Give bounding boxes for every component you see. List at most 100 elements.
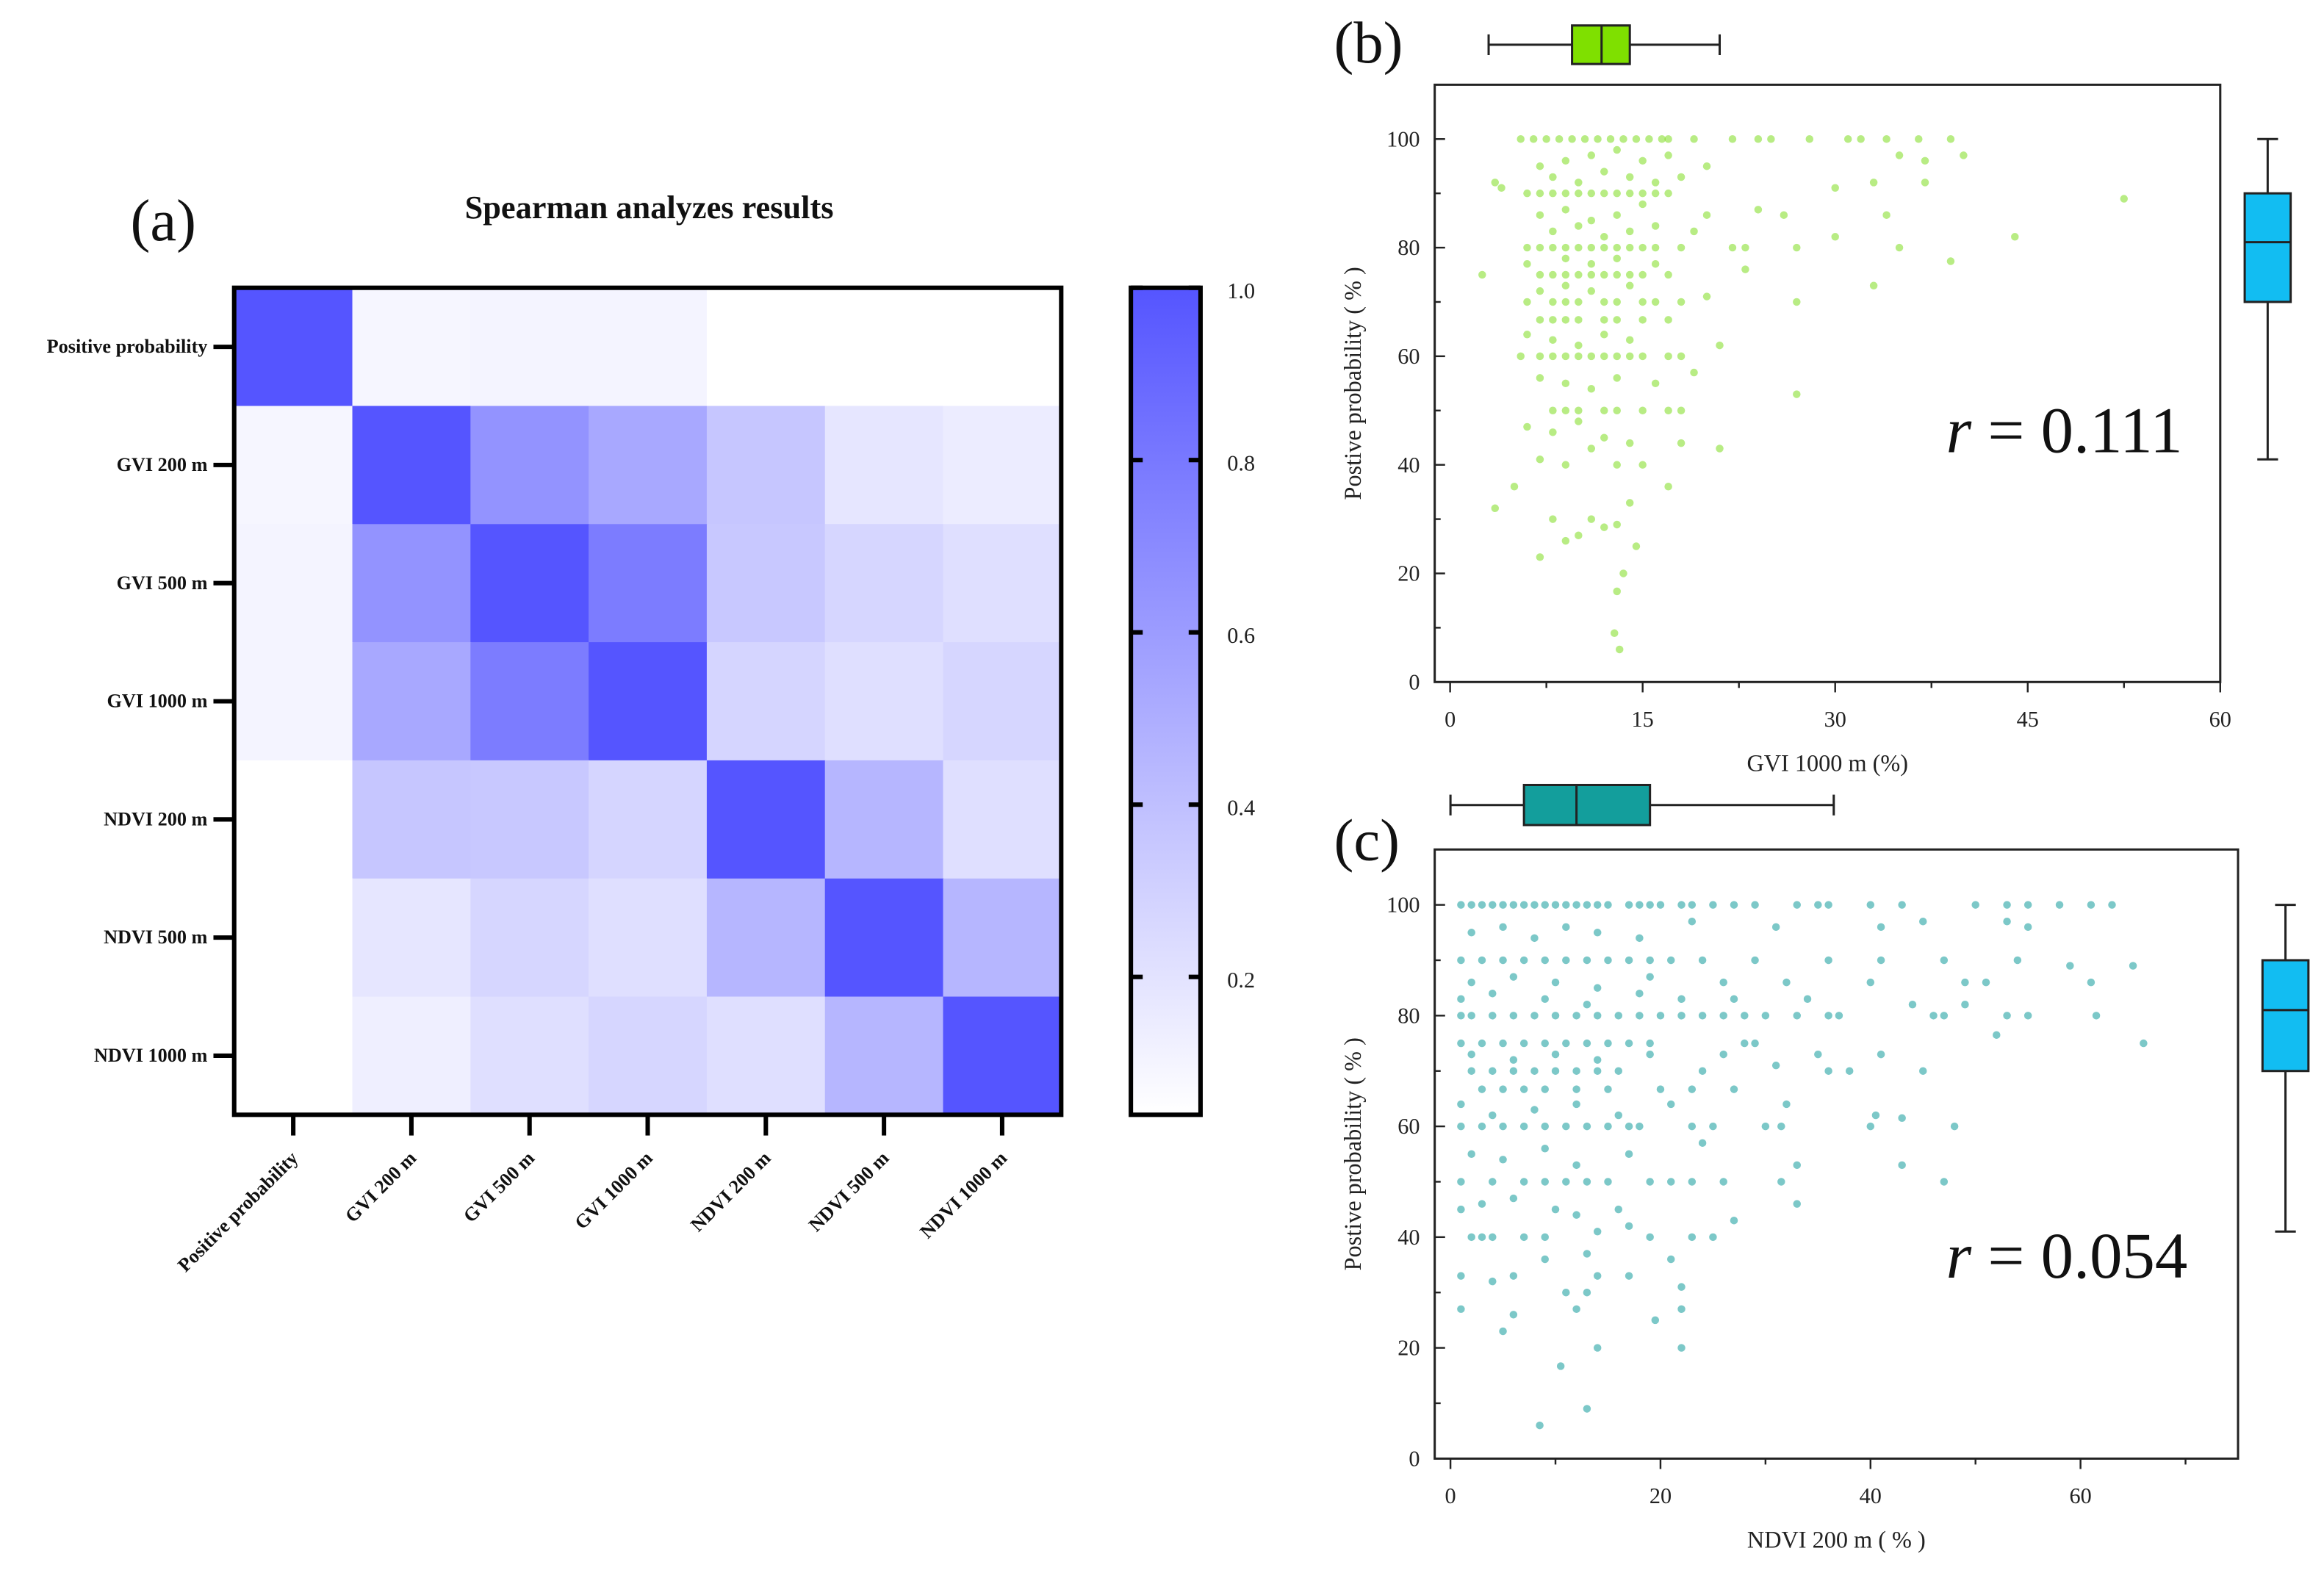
scatter-point <box>1940 1012 1949 1020</box>
scatter-point <box>1541 995 1549 1003</box>
scatter-point <box>1918 1067 1927 1075</box>
scatter-point <box>1709 1122 1717 1131</box>
plot-frame <box>1433 848 2240 1460</box>
scatter-point <box>1613 243 1621 252</box>
scatter-point <box>1664 352 1672 361</box>
scatter-point <box>2003 1012 2011 1020</box>
scatter-point <box>1583 956 1591 965</box>
scatter-point <box>1606 135 1615 143</box>
heatmap-cell <box>470 760 590 879</box>
scatter-point <box>1523 422 1531 431</box>
scatter-point <box>1940 1178 1949 1186</box>
scatter-point <box>1499 1327 1507 1336</box>
heatmap-col-label: NDVI 1000 m <box>916 1147 1012 1242</box>
heatmap-cell <box>706 287 826 407</box>
scatter-point <box>1664 151 1672 159</box>
scatter-point <box>1646 973 1654 981</box>
scatter-point <box>1587 270 1596 279</box>
scatter-point <box>1575 222 1583 230</box>
x-boxplot <box>1449 783 1835 827</box>
scatter-point <box>1908 1001 1917 1009</box>
scatter-point <box>2011 233 2019 241</box>
scatter-point <box>1882 135 1891 143</box>
scatter-point <box>1593 984 1602 992</box>
scatter-point <box>1489 901 1497 909</box>
scatter-point <box>1593 1228 1602 1236</box>
scatter-point <box>1719 1012 1727 1020</box>
scatter-point <box>1583 1039 1591 1048</box>
heatmap-cell <box>234 996 353 1116</box>
heatmap-cell <box>943 287 1062 407</box>
scatter-point <box>1561 206 1570 214</box>
plot-frame <box>1433 83 2222 683</box>
x-tick-label: 60 <box>2209 707 2231 732</box>
scatter-point <box>1561 243 1570 252</box>
heatmap-cell <box>234 406 353 525</box>
scatter-point <box>1761 1012 1770 1020</box>
heatmap-cell <box>943 760 1062 879</box>
scatter-point <box>1600 406 1608 415</box>
scatter-point <box>1600 189 1608 198</box>
scatter-point <box>1509 901 1518 909</box>
scatter-point <box>1530 1067 1539 1075</box>
scatter-point <box>1656 901 1665 909</box>
scatter-point <box>1632 135 1641 143</box>
scatter-point <box>1814 1050 1822 1059</box>
scatter-point <box>1600 168 1608 176</box>
heatmap-cell <box>234 524 353 644</box>
scatter-point <box>1702 211 1711 219</box>
scatter-point <box>1638 189 1647 198</box>
heatmap-cell <box>470 406 590 525</box>
scatter-point <box>1719 1050 1727 1059</box>
scatter-point <box>1523 331 1531 339</box>
scatter-point <box>1541 1233 1549 1242</box>
scatter-point <box>1562 1288 1570 1297</box>
scatter-point <box>1666 1100 1675 1109</box>
y-tick-label: 20 <box>1397 1336 1420 1361</box>
scatter-point <box>1664 270 1672 279</box>
scatter-point <box>1561 379 1570 388</box>
scatter-point <box>1741 1012 1749 1020</box>
scatter-point <box>1562 956 1570 965</box>
scatter-point <box>1877 956 1885 965</box>
scatter-point <box>2092 1012 2101 1020</box>
scatter-point <box>1575 298 1583 306</box>
scatter-point <box>1666 1255 1675 1264</box>
scatter-point <box>1536 1421 1544 1430</box>
scatter-point <box>1519 1178 1528 1186</box>
scatter-point <box>1824 901 1832 909</box>
scatter-point <box>1519 901 1528 909</box>
scatter-point <box>1572 1085 1580 1093</box>
scatter-point <box>1898 1161 1906 1170</box>
scatter-point <box>1730 1216 1738 1225</box>
scatter-point <box>1698 1139 1707 1147</box>
scatter-point <box>1541 1255 1549 1264</box>
scatter-point <box>1636 989 1644 998</box>
heatmap-cell <box>824 642 944 761</box>
scatter-point <box>1583 1001 1591 1009</box>
scatter-point <box>1536 287 1544 295</box>
scatter-point <box>1572 1012 1580 1020</box>
heatmap-cell <box>470 642 590 761</box>
scatter-point <box>1698 1012 1707 1020</box>
scatter-point <box>1638 243 1647 252</box>
heatmap-row-label: GVI 200 m <box>117 454 208 475</box>
scatter-point <box>1509 1067 1518 1075</box>
scatter-point <box>1457 1039 1465 1048</box>
scatter-point <box>1467 1050 1475 1059</box>
scatter-point <box>1587 515 1596 523</box>
y-tick-label: 80 <box>1397 1003 1420 1028</box>
scatter-point <box>1677 1012 1686 1020</box>
scatter-point <box>1613 254 1621 263</box>
scatter-point <box>2066 962 2074 970</box>
scatter-point <box>1688 1122 1697 1131</box>
scatter-point <box>1549 406 1557 415</box>
scatter-point <box>1536 456 1544 464</box>
boxplot-box <box>2261 959 2310 1073</box>
scatter-point <box>1677 1344 1686 1352</box>
scatter-point <box>1625 281 1634 290</box>
heatmap-col-label: NDVI 500 m <box>805 1147 893 1236</box>
scatter-point <box>1509 1272 1518 1280</box>
scatter-point <box>1467 929 1475 937</box>
heatmap-cell <box>943 642 1062 761</box>
